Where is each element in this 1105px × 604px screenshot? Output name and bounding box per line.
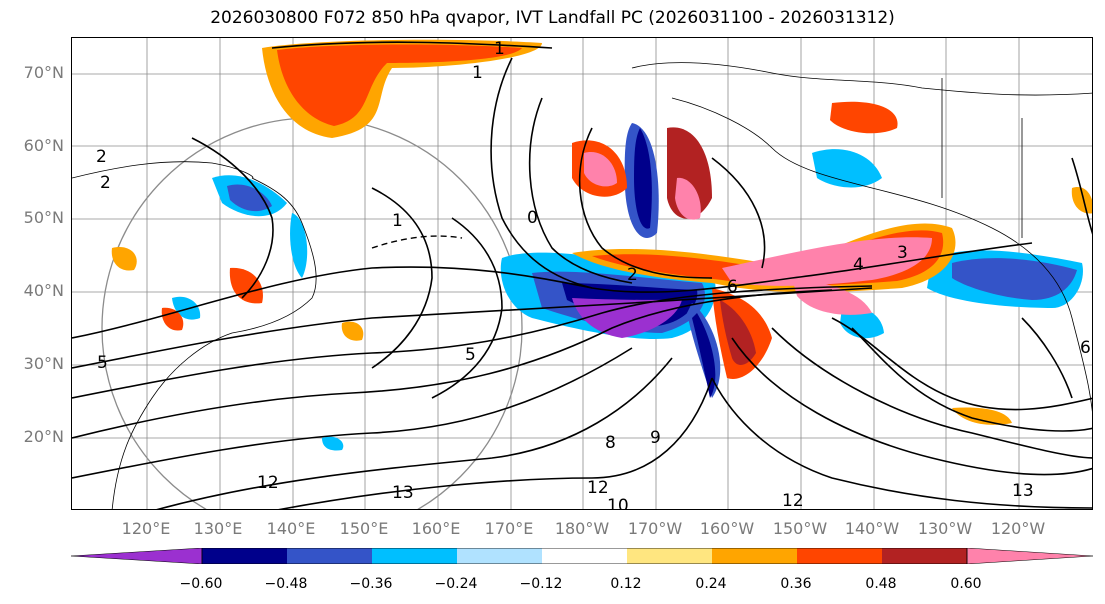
- lon-label-180w: 180°W: [554, 519, 610, 538]
- lon-label-150w: 150°W: [772, 519, 828, 538]
- map-canvas: 1 2 2 1 0 1 2 3 4 5 6 8 9 10 12 12 13 12…: [72, 38, 1092, 510]
- contour-label: 3: [897, 243, 908, 263]
- colorbar-segment: [372, 548, 457, 564]
- lon-label-120e: 120°E: [121, 519, 171, 538]
- colorbar-extend-high: [966, 548, 1093, 564]
- colorbar: [71, 548, 1093, 564]
- colorbar-tick: 0.36: [780, 576, 812, 592]
- colorbar-segment: [287, 548, 372, 564]
- lon-label-140w: 140°W: [844, 519, 900, 538]
- colorbar-tick: −0.36: [349, 576, 393, 592]
- contour-label: 1: [392, 211, 403, 231]
- contour-label: 5: [465, 345, 476, 365]
- contour-label: 12: [587, 478, 609, 498]
- lon-label-140e: 140°E: [266, 519, 316, 538]
- colorbar-tick: 0.12: [610, 576, 642, 592]
- lon-label-160w: 160°W: [699, 519, 755, 538]
- dashed-contour: [371, 235, 463, 249]
- colorbar-tick: 0.48: [865, 576, 897, 592]
- colorbar-outline: [201, 548, 968, 564]
- colorbar-extend-low: [71, 548, 203, 564]
- lat-label-50n: 50°N: [23, 208, 64, 227]
- lon-label-170e: 170°E: [484, 519, 534, 538]
- colorbar-tick: 0.60: [950, 576, 982, 592]
- colorbar-segment: [542, 548, 627, 564]
- contour-label: 2: [96, 147, 107, 167]
- contour-label: 0: [527, 208, 538, 228]
- colorbar-tick: −0.60: [179, 576, 223, 592]
- plot-title: 2026030800 F072 850 hPa qvapor, IVT Land…: [210, 8, 895, 28]
- contour-label: 13: [392, 483, 414, 503]
- lat-label-30n: 30°N: [23, 354, 64, 373]
- contour-label: 9: [650, 428, 661, 448]
- colorbar-tick: −0.48: [264, 576, 308, 592]
- lon-label-160e: 160°E: [411, 519, 461, 538]
- colorbar-segment: [797, 548, 882, 564]
- contour-label-group: 1 2 2 1 0 1 2 3 4 5 6 8 9 10 12 12 13 12…: [96, 39, 1091, 510]
- contour-label: 2: [627, 265, 638, 285]
- colorbar-segment: [882, 548, 967, 564]
- lon-label-170w: 170°W: [627, 519, 683, 538]
- lat-label-60n: 60°N: [23, 136, 64, 155]
- contour-label: 10: [607, 496, 629, 510]
- colorbar-segment: [712, 548, 797, 564]
- contour-label: 4: [853, 255, 864, 275]
- contour-label: 8: [605, 433, 616, 453]
- lat-label-40n: 40°N: [23, 281, 64, 300]
- contour-label: 1: [472, 63, 483, 83]
- colorbar-segment: [202, 548, 287, 564]
- contour-label: 6: [1080, 338, 1091, 358]
- coastlines: [72, 62, 1092, 509]
- lon-label-120w: 120°W: [990, 519, 1046, 538]
- contour-label: 2: [100, 173, 111, 193]
- colorbar-segment: [457, 548, 542, 564]
- lon-label-130e: 130°E: [193, 519, 243, 538]
- negative-pc-shading: [172, 123, 1083, 451]
- lon-label-150e: 150°E: [339, 519, 389, 538]
- contour-label: 12: [782, 491, 804, 510]
- colorbar-segment: [627, 548, 712, 564]
- contour-label: 1: [494, 39, 505, 59]
- colorbar-tick: −0.12: [519, 576, 563, 592]
- lon-label-130w: 130°W: [917, 519, 973, 538]
- contour-label: 6: [727, 277, 738, 297]
- lat-label-20n: 20°N: [23, 427, 64, 446]
- contour-label: 5: [97, 353, 108, 373]
- colorbar-tick: −0.24: [434, 576, 478, 592]
- lat-label-70n: 70°N: [23, 63, 64, 82]
- colorbar-tick: 0.24: [695, 576, 727, 592]
- map-panel: 1 2 2 1 0 1 2 3 4 5 6 8 9 10 12 12 13 12…: [71, 37, 1093, 510]
- contour-label: 13: [1012, 481, 1034, 501]
- contour-label: 12: [257, 473, 279, 493]
- ivt-contours: [72, 41, 1092, 509]
